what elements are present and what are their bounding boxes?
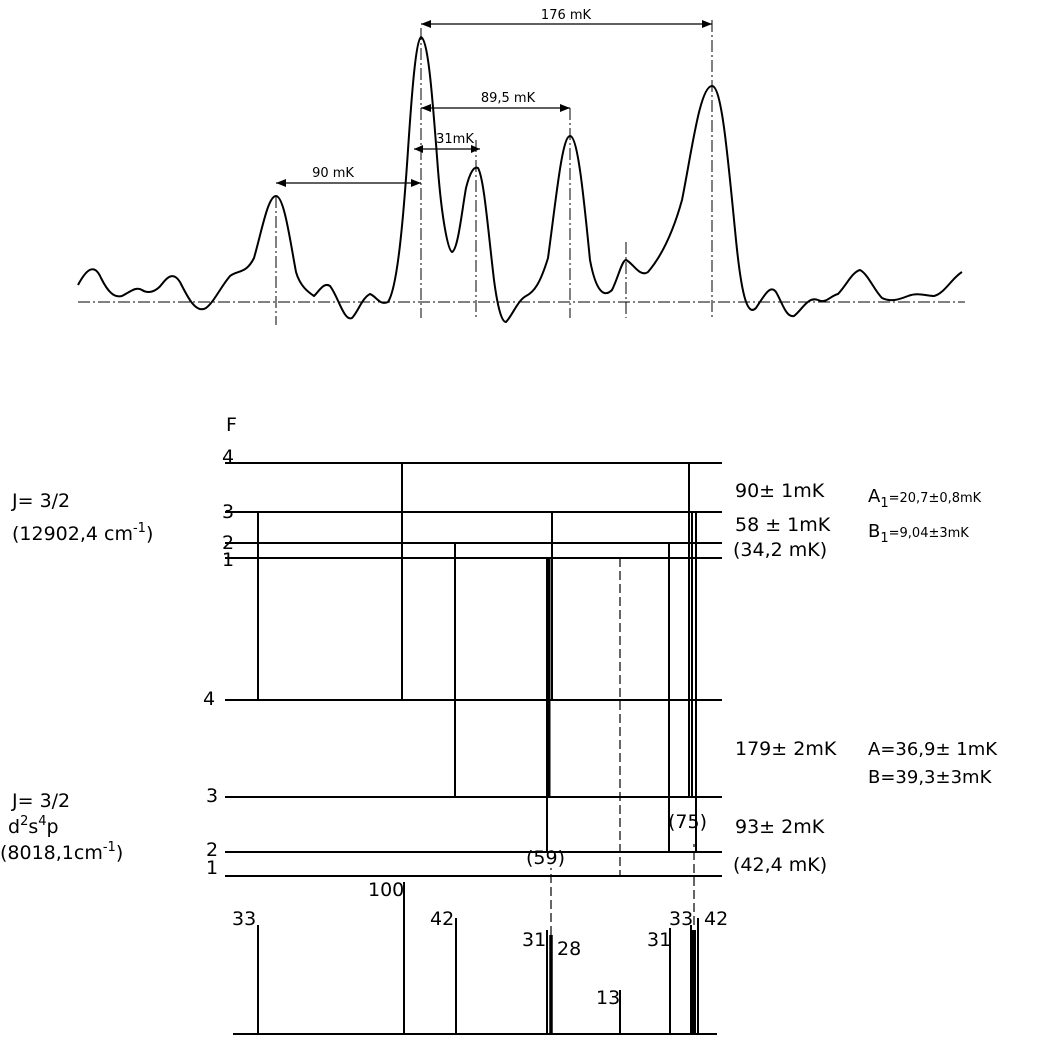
upper-interval-4-3: 90± 1mK bbox=[735, 480, 825, 502]
f-header: F bbox=[226, 414, 237, 436]
upper-constant-b: B1=9,04±3mK bbox=[868, 521, 969, 546]
separation-89-5mk: 89,5 mK bbox=[421, 91, 570, 112]
separation-90mk-label: 90 mK bbox=[312, 166, 354, 181]
intensity-label-31-right: 31 bbox=[647, 929, 671, 951]
upper-j-label: J= 3/2 bbox=[11, 490, 70, 512]
lower-f-4: 4 bbox=[203, 688, 215, 710]
upper-interval-2-1: (34,2 mK) bbox=[733, 539, 827, 561]
lower-configuration-label: d2s4p bbox=[8, 814, 59, 838]
lower-f-1: 1 bbox=[206, 857, 218, 879]
lower-constant-a: A=36,9± 1mK bbox=[868, 739, 998, 760]
upper-energy-label: (12902,4 cm-1) bbox=[12, 521, 153, 545]
intensity-label-13: 13 bbox=[596, 987, 620, 1009]
transition-lines bbox=[257, 463, 697, 876]
lower-constant-b: B=39,3±3mK bbox=[868, 767, 993, 788]
intensity-label-31-left: 31 bbox=[522, 929, 546, 951]
intensity-label-33-left: 33 bbox=[232, 908, 256, 930]
level-diagram: F 4 3 2 1 4 3 2 1 bbox=[0, 414, 998, 879]
upper-f-1: 1 bbox=[222, 549, 234, 571]
intensity-sticks: 33 100 42 31 28 13 31 33 42 (59) (75) bbox=[232, 811, 728, 1035]
intensity-label-42-left: 42 bbox=[430, 908, 454, 930]
intensity-label-59: (59) bbox=[526, 847, 565, 869]
separation-176mk: 176 mK bbox=[421, 8, 712, 28]
separation-31mk-label: 31mK bbox=[436, 132, 474, 147]
upper-f-4: 4 bbox=[222, 446, 234, 468]
intensity-label-28: 28 bbox=[557, 938, 581, 960]
intensity-label-75: (75) bbox=[668, 811, 707, 833]
separation-89-5mk-label: 89,5 mK bbox=[481, 91, 536, 106]
lower-f-2: 2 bbox=[206, 839, 218, 861]
lower-f-3: 3 bbox=[206, 785, 218, 807]
intensity-label-33-right: 33 bbox=[669, 908, 693, 930]
lower-interval-2-1: (42,4 mK) bbox=[733, 854, 827, 876]
lower-energy-label: (8018,1cm-1) bbox=[0, 840, 123, 864]
upper-interval-3-2: 58 ± 1mK bbox=[735, 514, 831, 536]
intensity-label-100: 100 bbox=[368, 879, 404, 901]
lower-interval-4-3: 179± 2mK bbox=[735, 738, 837, 760]
lower-interval-3-2: 93± 2mK bbox=[735, 816, 825, 838]
spectrum-trace-panel: 176 mK 89,5 mK 31mK 90 mK bbox=[77, 8, 965, 325]
separation-90mk: 90 mK bbox=[276, 166, 421, 187]
spectrum-trace bbox=[77, 35, 963, 324]
upper-constant-a: A1=20,7±0,8mK bbox=[868, 486, 982, 511]
lower-j-label: J= 3/2 bbox=[11, 790, 70, 812]
separation-31mk: 31mK bbox=[414, 132, 480, 153]
separation-176mk-label: 176 mK bbox=[541, 8, 592, 23]
intensity-label-42-right: 42 bbox=[704, 908, 728, 930]
